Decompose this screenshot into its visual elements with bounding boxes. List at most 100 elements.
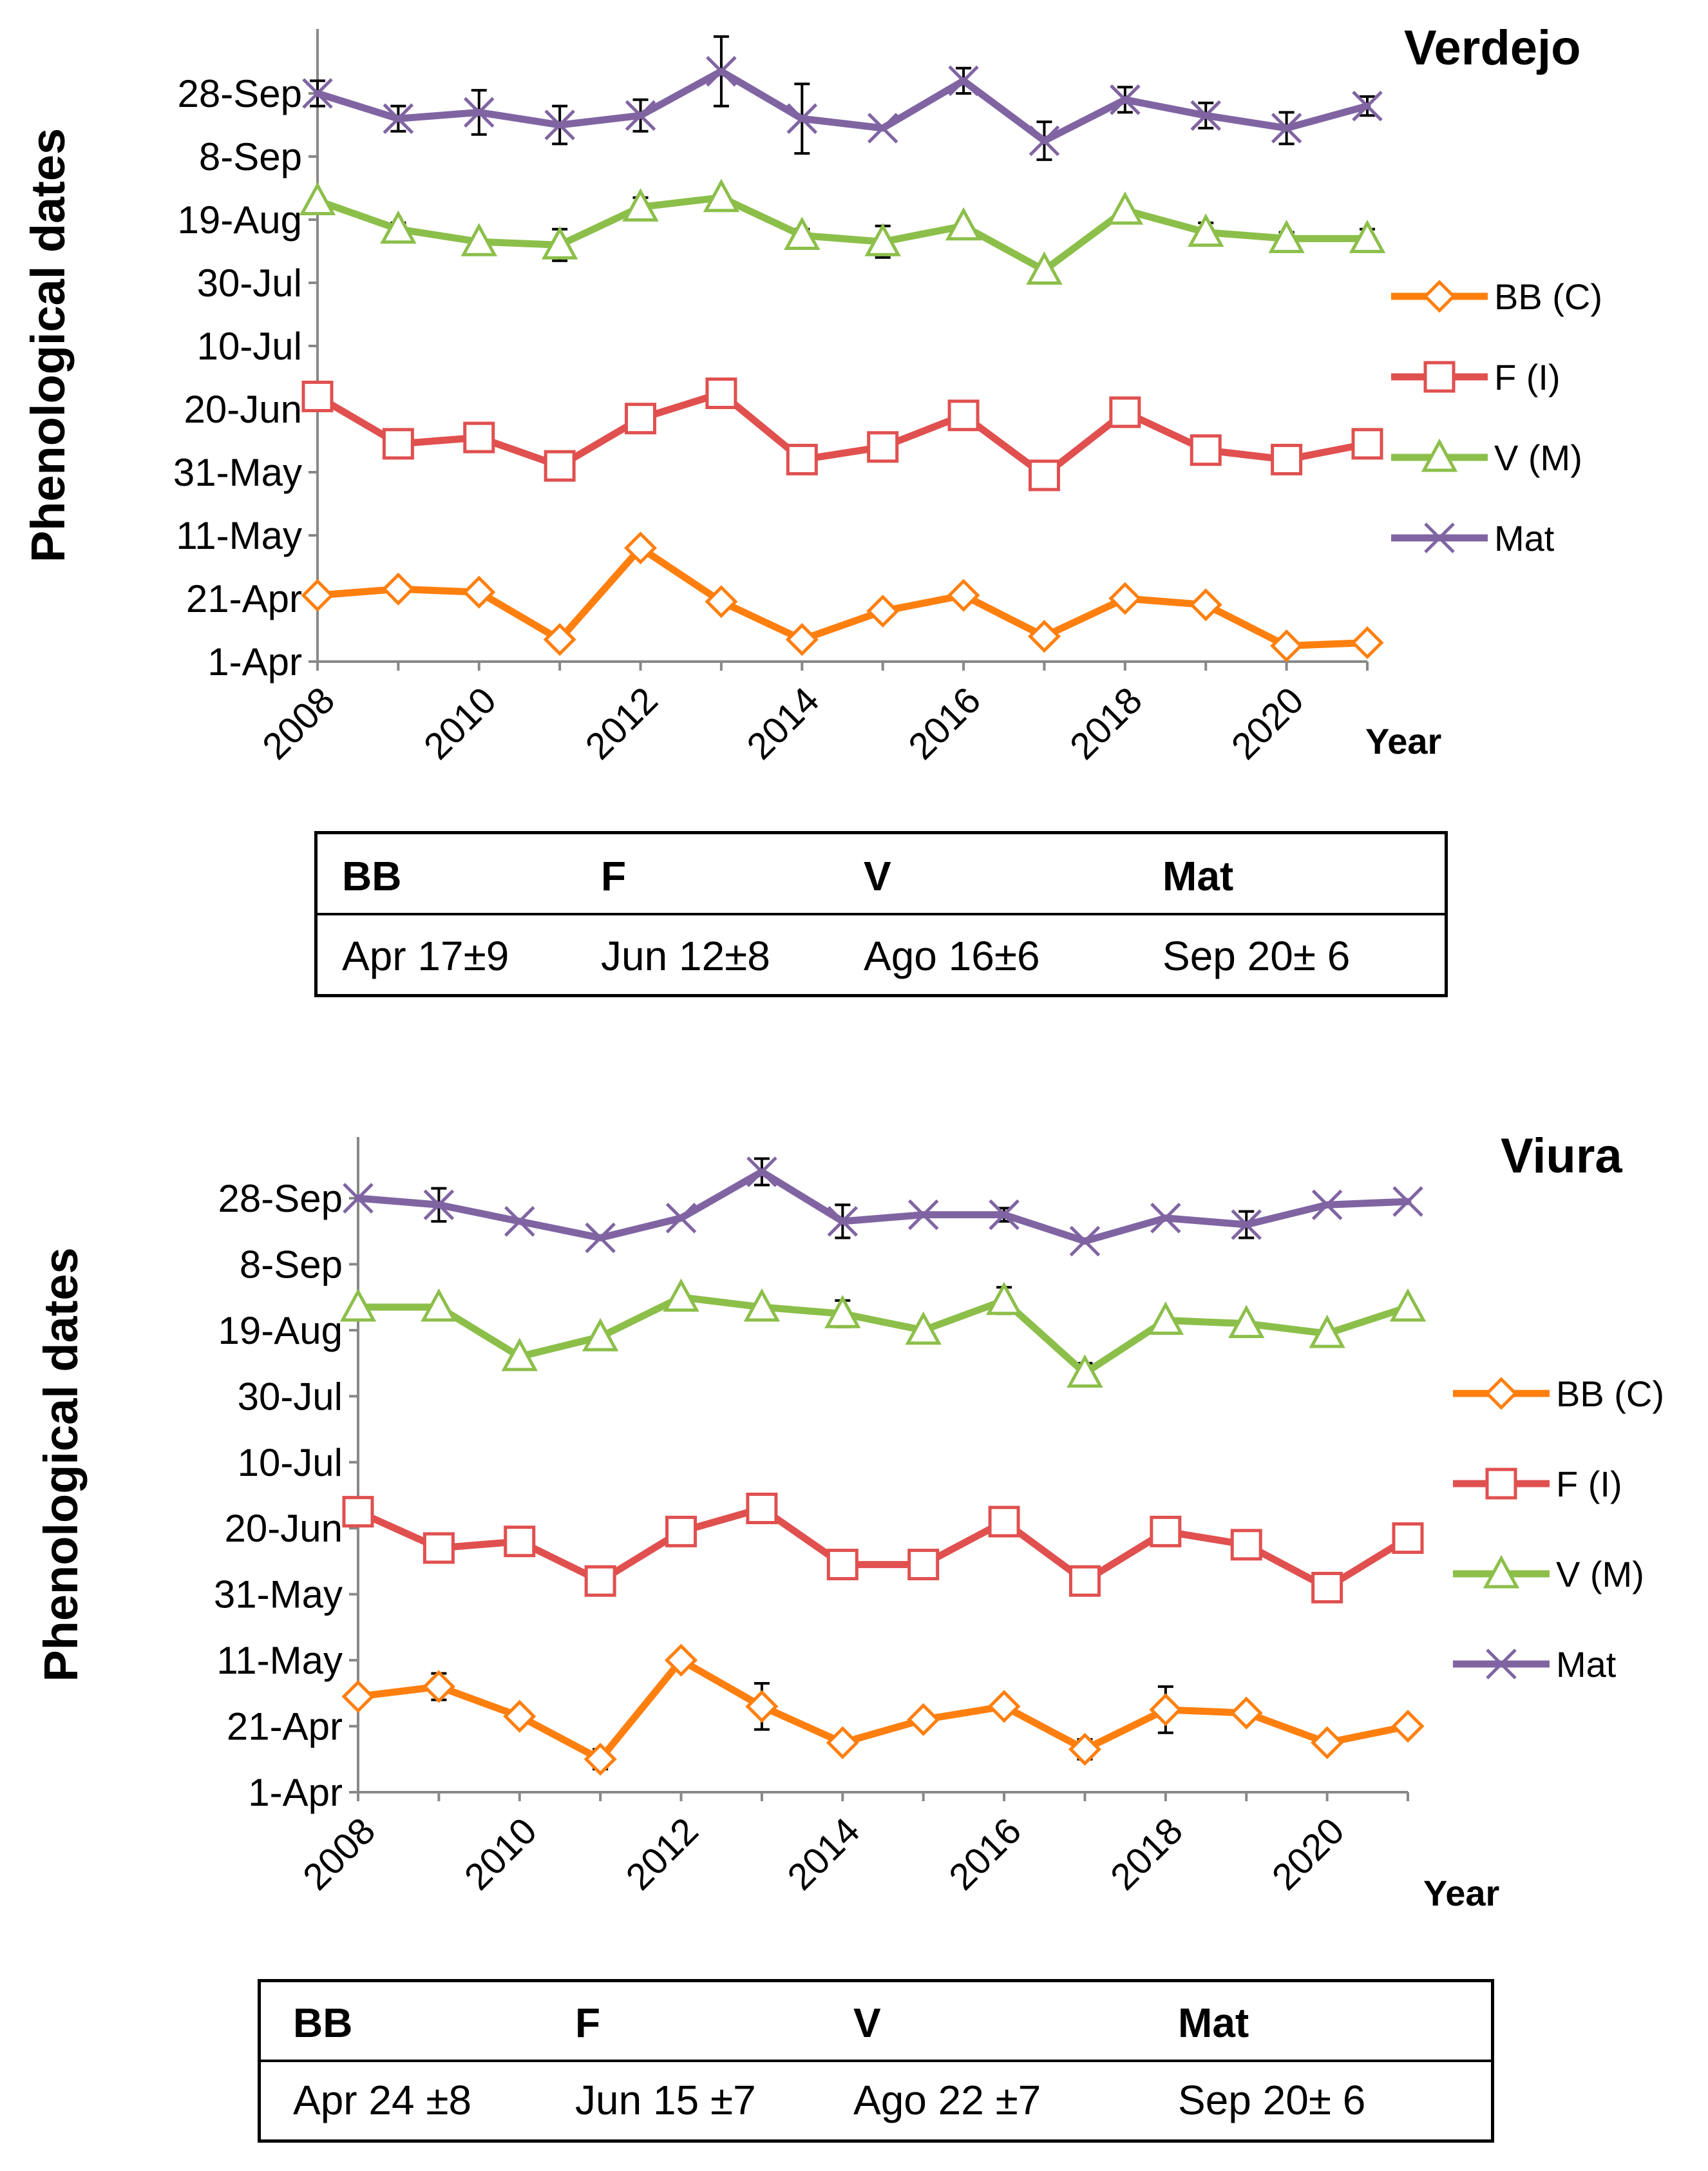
legend-label: BB (C) bbox=[1556, 1373, 1664, 1414]
chart-title: Verdejo bbox=[1404, 21, 1581, 75]
data-point bbox=[1110, 84, 1141, 115]
data-point bbox=[544, 110, 575, 140]
data-point bbox=[1311, 1726, 1344, 1759]
y-tick-label: 19-Aug bbox=[218, 1309, 343, 1352]
stats-header-bb: BB bbox=[342, 853, 402, 899]
stats-value-v: Ago 22 ±7 bbox=[853, 2077, 1041, 2123]
data-point bbox=[1028, 459, 1060, 492]
data-point bbox=[947, 399, 980, 432]
legend-label: V (M) bbox=[1556, 1554, 1644, 1594]
series-line bbox=[354, 1168, 1412, 1245]
data-point bbox=[462, 575, 496, 609]
data-point bbox=[827, 1206, 859, 1237]
stats-header-mat: Mat bbox=[1178, 2000, 1249, 2046]
legend-item: V (M) bbox=[1453, 1554, 1644, 1594]
data-point bbox=[382, 428, 414, 460]
stats-header-row: BB F V Mat bbox=[318, 834, 1445, 915]
series-v-m bbox=[299, 178, 1386, 285]
data-point bbox=[1068, 1565, 1101, 1597]
data-point bbox=[786, 103, 818, 134]
data-point bbox=[582, 1317, 619, 1352]
stats-value-row: Apr 24 ±8 Jun 15 ±7 Ago 22 ±7 Sep 20± 6 bbox=[261, 2062, 1491, 2142]
data-point bbox=[381, 572, 415, 606]
data-point bbox=[301, 579, 334, 612]
data-point bbox=[867, 431, 899, 463]
data-point bbox=[1150, 1202, 1181, 1234]
x-tick-label: 2016 bbox=[941, 1810, 1029, 1898]
data-point bbox=[1188, 213, 1224, 247]
data-point bbox=[1392, 1522, 1424, 1554]
stats-header-row: BB F V Mat bbox=[261, 1982, 1491, 2062]
y-axis-title: Phenological dates bbox=[34, 1247, 88, 1681]
stats-header-v: V bbox=[864, 853, 891, 899]
data-point bbox=[1068, 1732, 1101, 1766]
data-point bbox=[504, 1206, 535, 1237]
data-point bbox=[826, 1726, 859, 1759]
legend-marker bbox=[1424, 522, 1455, 553]
data-point bbox=[624, 531, 658, 565]
legend-item: V (M) bbox=[1391, 437, 1582, 478]
data-point bbox=[867, 113, 898, 144]
data-point bbox=[1149, 1693, 1182, 1726]
legend-marker bbox=[1485, 1377, 1518, 1410]
data-point bbox=[299, 182, 336, 216]
series-v-m bbox=[339, 1278, 1427, 1388]
data-point bbox=[1351, 626, 1384, 660]
x-axis-title: Year bbox=[1423, 1873, 1499, 1913]
data-point bbox=[1108, 582, 1142, 615]
legend-item: F (I) bbox=[1391, 357, 1561, 397]
y-tick-label: 10-Jul bbox=[238, 1441, 343, 1484]
x-tick-label: 2012 bbox=[578, 679, 666, 767]
stats-value-v: Ago 16±6 bbox=[864, 933, 1040, 979]
legend-item: BB (C) bbox=[1453, 1373, 1664, 1414]
series-bb-c bbox=[341, 1643, 1425, 1776]
data-point bbox=[1147, 1301, 1184, 1335]
series-f-i bbox=[301, 378, 1383, 492]
y-tick-label: 20-Jun bbox=[184, 388, 302, 431]
data-point bbox=[1311, 1189, 1343, 1221]
y-tick-label: 11-May bbox=[216, 1639, 343, 1682]
verdejo-chart: 1-Apr 21-Apr 11-May 31-May 20-Jun 10-Jul 30-Ju… bbox=[21, 21, 1602, 767]
data-point bbox=[706, 55, 737, 87]
data-point bbox=[985, 1281, 1023, 1315]
data-point bbox=[1311, 1571, 1343, 1603]
stats-value-mat: Sep 20± 6 bbox=[1178, 2077, 1366, 2123]
data-point bbox=[585, 1222, 616, 1254]
stats-header-v: V bbox=[853, 2000, 881, 2046]
y-tick-label: 19-Aug bbox=[178, 198, 302, 242]
viura-stats-table: BB F V Mat Apr 24 ±8 Jun 15 ±7 Ago 22 ±7… bbox=[258, 1979, 1494, 2143]
data-point bbox=[622, 188, 659, 222]
data-point bbox=[866, 595, 900, 628]
data-point bbox=[743, 1288, 781, 1322]
data-point bbox=[665, 1202, 697, 1234]
x-tick-label: 2014 bbox=[779, 1810, 868, 1898]
data-point bbox=[1229, 1696, 1263, 1730]
data-point bbox=[1069, 1225, 1101, 1257]
series-bb-c bbox=[301, 531, 1384, 663]
data-point bbox=[988, 1506, 1020, 1538]
data-point bbox=[665, 1515, 697, 1547]
data-point bbox=[784, 216, 821, 250]
data-point bbox=[1309, 1314, 1345, 1348]
legend-label: Mat bbox=[1556, 1644, 1617, 1685]
data-point bbox=[460, 223, 497, 256]
legend-item: BB (C) bbox=[1391, 276, 1602, 317]
data-point bbox=[1352, 90, 1383, 122]
data-point bbox=[503, 1699, 536, 1733]
data-point bbox=[907, 1703, 940, 1736]
data-point bbox=[380, 210, 417, 244]
y-tick-label: 21-Apr bbox=[227, 1705, 343, 1748]
data-point bbox=[989, 1199, 1020, 1230]
x-tick-label: 2020 bbox=[1224, 679, 1312, 767]
data-point bbox=[665, 1643, 698, 1677]
data-point bbox=[1109, 396, 1141, 428]
data-point bbox=[785, 623, 819, 656]
stats-value-bb: Apr 24 ±8 bbox=[293, 2077, 472, 2123]
x-tick-label: 2018 bbox=[1062, 679, 1150, 767]
data-point bbox=[1189, 588, 1222, 622]
data-point bbox=[339, 1288, 377, 1322]
data-point bbox=[945, 207, 982, 241]
y-tick-label: 30-Jul bbox=[238, 1375, 343, 1418]
legend-item: F (I) bbox=[1453, 1464, 1622, 1504]
